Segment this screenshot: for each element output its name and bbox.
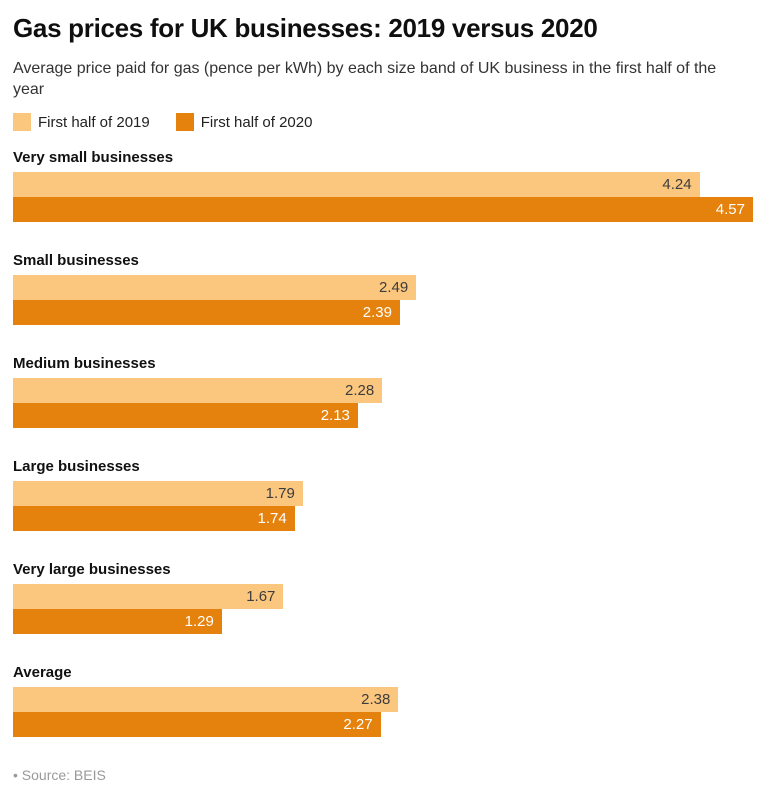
bar-2020: 2.27	[13, 712, 381, 738]
legend-label: First half of 2020	[200, 113, 313, 131]
category-label: Average	[13, 664, 72, 682]
value-label: 2.28	[344, 382, 375, 400]
category-group: Average 2.38 2.27	[13, 664, 753, 738]
value-label: 2.38	[361, 691, 391, 709]
legend-item-2019: First half of 2019	[13, 113, 150, 132]
legend-swatch-icon	[175, 113, 194, 132]
category-group: Very small businesses 4.24 4.57	[13, 149, 753, 223]
category-group: Medium businesses 2.28 2.13	[13, 355, 753, 429]
value-label: 2.49	[378, 279, 409, 297]
legend: First half of 2019 First half of 2020	[13, 113, 753, 132]
bar-2020: 2.39	[13, 300, 400, 326]
value-label: 2.13	[320, 407, 350, 425]
value-label: 1.74	[257, 510, 287, 528]
category-label: Small businesses	[13, 252, 139, 270]
bar-2020: 4.57	[13, 197, 753, 223]
legend-item-2020: First half of 2020	[175, 113, 313, 132]
bar-2019: 2.38	[13, 687, 399, 713]
value-label: 4.24	[662, 176, 692, 194]
legend-label: First half of 2019	[38, 113, 150, 131]
category-label: Medium businesses	[13, 355, 156, 373]
bar-2020: 1.29	[13, 609, 222, 635]
value-label: 1.67	[246, 588, 276, 606]
category-group: Small businesses 2.49 2.39	[13, 252, 753, 326]
category-label: Very small businesses	[13, 149, 174, 167]
source-note: • Source: BEIS	[13, 767, 753, 783]
category-group: Very large businesses 1.67 1.29	[13, 561, 753, 635]
chart-title: Gas prices for UK businesses: 2019 versu…	[13, 13, 598, 43]
bar-2019: 1.67	[13, 584, 284, 610]
bar-2019: 4.24	[13, 172, 700, 198]
bar-2019: 2.49	[13, 275, 417, 301]
bar-2019: 1.79	[13, 481, 303, 507]
source-bullet: •	[13, 767, 18, 784]
chart-subtitle: Average price paid for gas (pence per kW…	[13, 59, 717, 99]
bar-2020: 1.74	[13, 506, 295, 532]
value-label: 2.39	[362, 304, 392, 322]
value-label: 1.29	[184, 613, 214, 631]
value-label: 1.79	[265, 485, 295, 503]
value-label: 4.57	[715, 201, 745, 219]
bar-2019: 2.28	[13, 378, 383, 404]
category-label: Large businesses	[13, 458, 140, 476]
legend-swatch-icon	[13, 113, 31, 132]
bar-2020: 2.13	[13, 403, 358, 429]
value-label: 2.27	[343, 716, 373, 734]
bar-chart: Very small businesses 4.24 4.57 Small busin…	[13, 149, 753, 738]
category-label: Very large businesses	[13, 561, 171, 579]
category-group: Large businesses 1.79 1.74	[13, 458, 753, 532]
source-text: Source: BEIS	[21, 767, 106, 784]
